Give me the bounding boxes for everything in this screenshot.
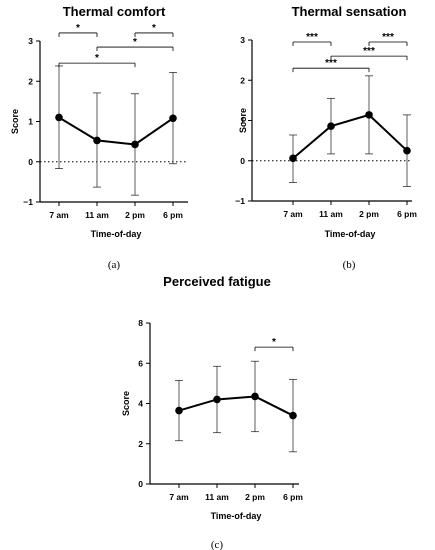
- data-point: [403, 146, 411, 155]
- x-tick-label: 11 am: [205, 492, 229, 502]
- significance-label: ***: [382, 32, 394, 43]
- significance-label: ***: [306, 32, 318, 43]
- panel-label: (a): [108, 259, 121, 271]
- data-point: [93, 136, 101, 145]
- y-tick-label: 3: [28, 36, 33, 46]
- significance-label: *: [95, 53, 99, 64]
- series-line: [178, 395, 294, 417]
- panel-label: (c): [211, 539, 224, 550]
- y-tick-label: 0: [138, 479, 143, 489]
- y-axis-label: Score: [10, 109, 20, 134]
- series-line: [292, 113, 408, 160]
- panel-c: Perceived fatigue 0 2 4 6 8 7 am 11 am 2 pm 6 pm S…: [121, 274, 303, 550]
- panel-a: Thermal comfort −1 0 1 2 3 7 am 11 am 2 pm 6 pm Sc…: [10, 4, 188, 271]
- x-tick-label: 6 pm: [283, 492, 303, 502]
- significance-label: *: [76, 23, 80, 34]
- panel-b: Thermal sensation −1 0 1 2 3 7 am 11 am 2 pm 6 pm…: [235, 4, 417, 271]
- data-point: [289, 154, 297, 163]
- y-tick-label: 1: [28, 117, 33, 127]
- x-tick-label: 2 pm: [359, 209, 379, 219]
- y-tick-label: −1: [23, 197, 33, 207]
- x-tick-label: 2 pm: [245, 492, 265, 502]
- y-tick-label: 2: [138, 439, 143, 449]
- x-axis-label: Time-of-day: [91, 229, 142, 239]
- y-tick-label: 0: [28, 157, 33, 167]
- significance-label: ***: [325, 58, 337, 69]
- y-tick-label: 6: [138, 358, 143, 368]
- y-tick-label: 8: [138, 318, 143, 328]
- data-point: [289, 411, 297, 420]
- data-point: [175, 406, 183, 415]
- data-point: [213, 395, 221, 404]
- y-tick-label: 2: [28, 76, 33, 86]
- x-axis-label: Time-of-day: [211, 511, 262, 521]
- x-tick-label: 2 pm: [125, 210, 145, 220]
- series-line: [58, 116, 174, 146]
- y-tick-label: 2: [240, 75, 245, 85]
- significance-label: *: [272, 337, 276, 348]
- data-point: [251, 392, 259, 401]
- y-tick-label: −1: [235, 196, 245, 206]
- data-point: [327, 122, 335, 130]
- chart-title: Thermal comfort: [63, 4, 166, 19]
- y-axis-label: Score: [238, 108, 248, 133]
- data-point: [169, 114, 177, 123]
- x-tick-label: 6 pm: [397, 209, 417, 219]
- y-axis-label: Score: [121, 391, 131, 416]
- y-tick-label: 4: [138, 399, 143, 409]
- data-point: [55, 113, 63, 122]
- chart-title: Perceived fatigue: [163, 274, 271, 289]
- data-point: [131, 140, 139, 149]
- y-tick-label: 3: [240, 35, 245, 45]
- x-tick-label: 11 am: [319, 209, 343, 219]
- x-axis-label: Time-of-day: [325, 229, 376, 239]
- significance-label: *: [133, 37, 137, 48]
- x-tick-label: 11 am: [85, 210, 109, 220]
- data-point: [365, 111, 373, 119]
- panel-label: (b): [343, 259, 356, 271]
- x-tick-label: 7 am: [283, 209, 303, 219]
- y-tick-label: 0: [240, 156, 245, 166]
- significance-label: *: [152, 23, 156, 34]
- y-tick-label: 1: [240, 116, 245, 126]
- x-tick-label: 7 am: [49, 210, 69, 220]
- chart-title: Thermal sensation: [292, 4, 407, 19]
- x-tick-label: 6 pm: [163, 210, 183, 220]
- x-tick-label: 7 am: [169, 492, 189, 502]
- significance-label: ***: [363, 46, 375, 57]
